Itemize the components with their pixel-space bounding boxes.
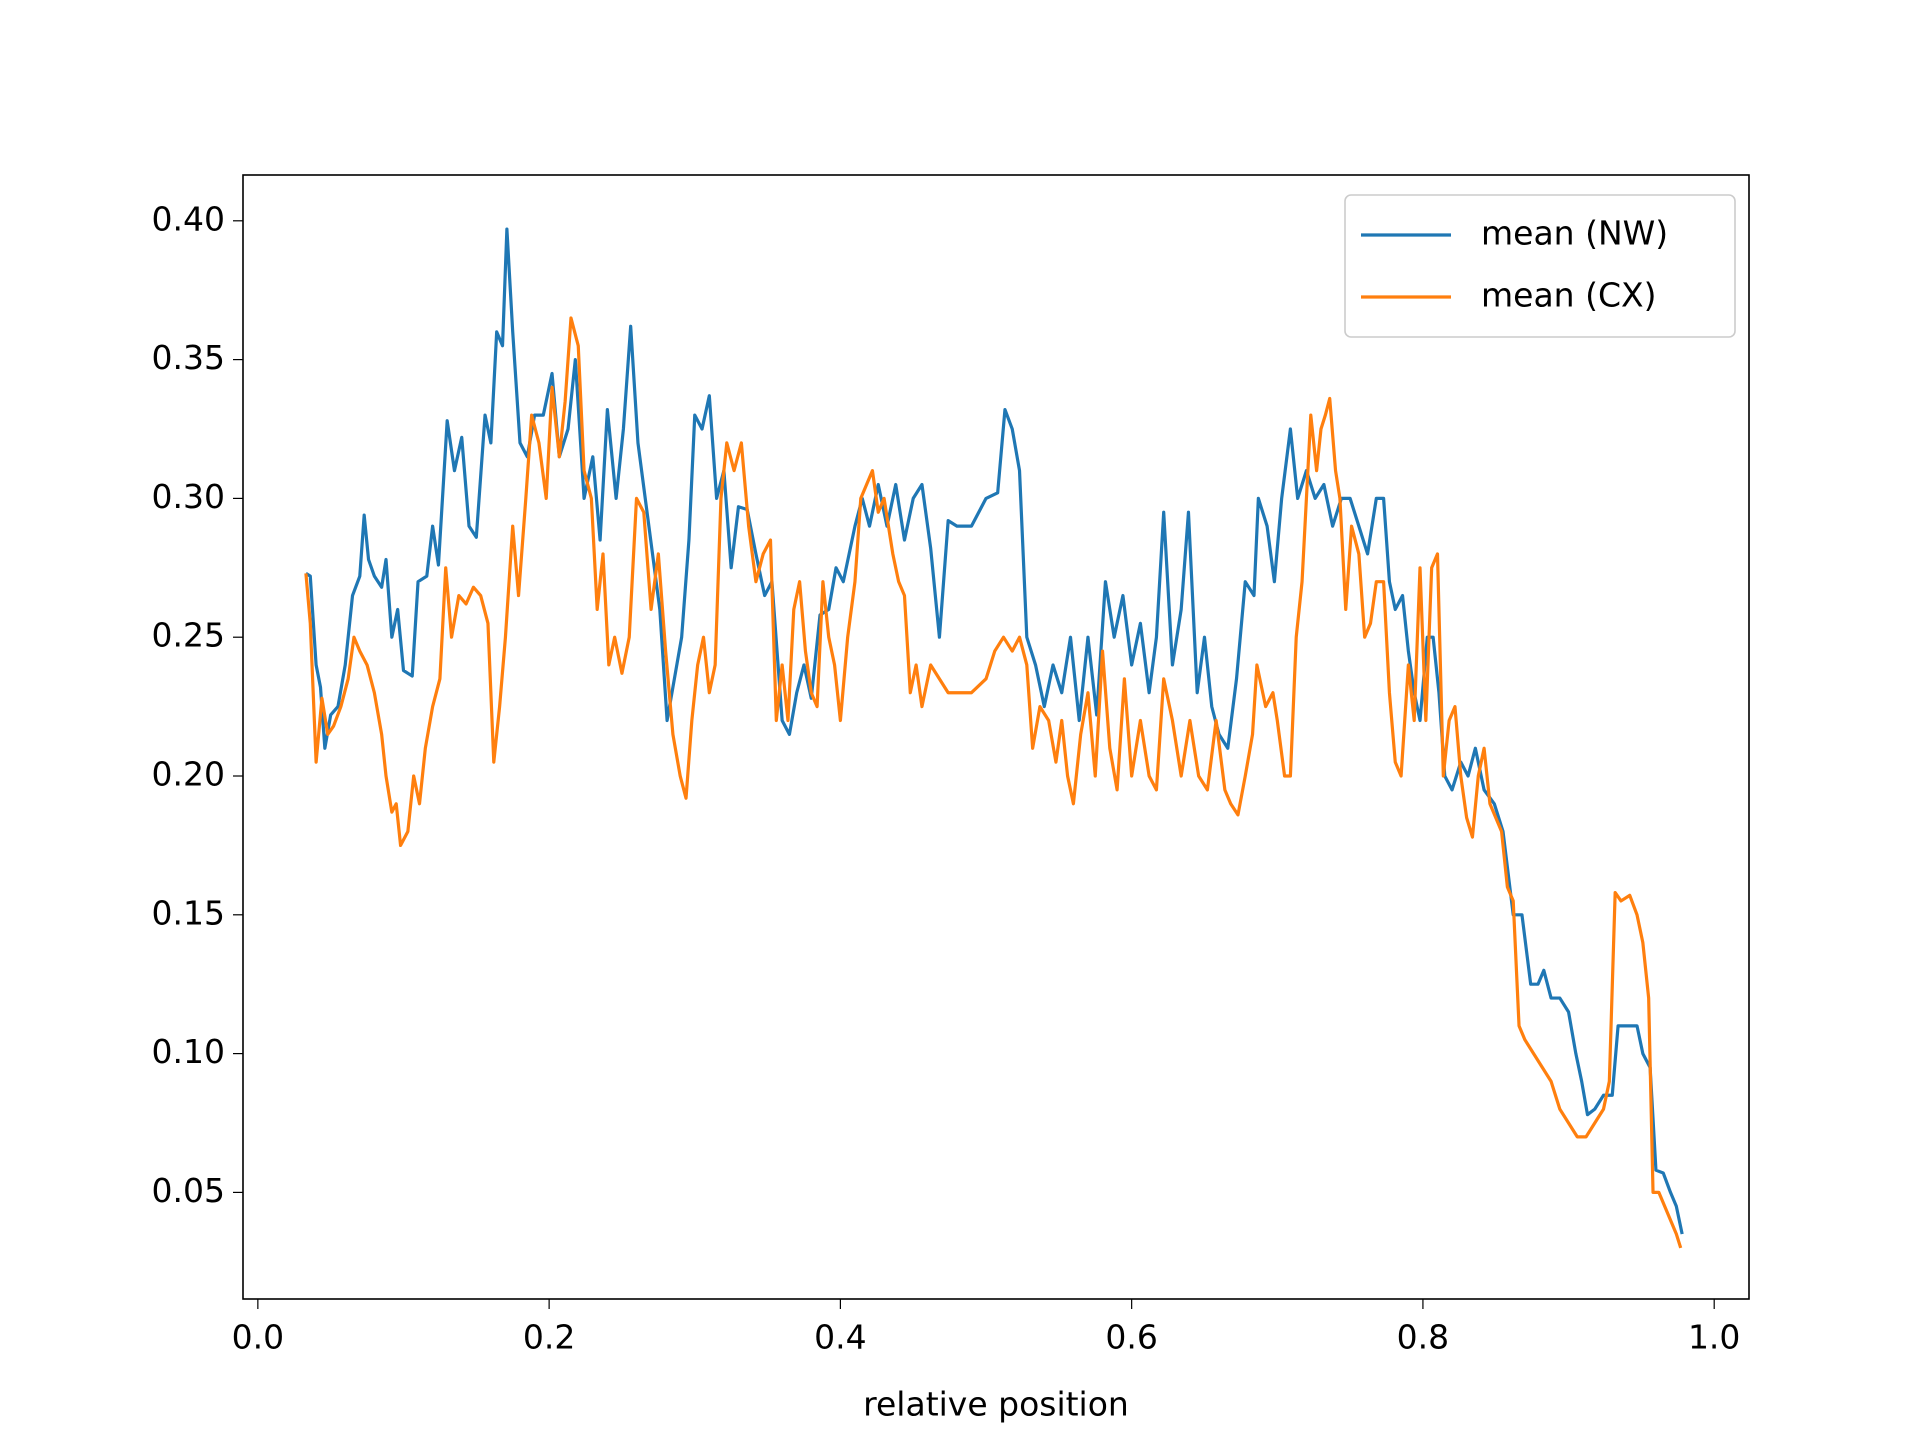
x-tick-label: 0.4 [814,1318,866,1357]
x-tick-label: 0.8 [1397,1318,1449,1357]
x-tick-label: 0.6 [1105,1318,1157,1357]
y-tick-label: 0.20 [152,755,225,794]
series-line [305,227,1684,1235]
x-tick-label: 0.0 [232,1318,284,1357]
y-tick-label: 0.10 [152,1032,225,1071]
series-line [304,316,1683,1249]
x-tick-label: 1.0 [1688,1318,1740,1357]
legend-label: mean (CX) [1481,276,1656,315]
legend-box [1344,194,1736,338]
y-tick-label: 0.15 [152,893,225,932]
plot-frame [242,174,1750,1300]
y-tick-label: 0.40 [152,199,225,238]
x-tick-label: 0.2 [523,1318,575,1357]
x-axis-label: relative position [863,1385,1129,1424]
y-tick-label: 0.25 [152,616,225,655]
y-tick-label: 0.35 [152,338,225,377]
legend-label: mean (NW) [1481,214,1668,253]
y-tick-label: 0.30 [152,477,225,516]
y-tick-label: 0.05 [152,1171,225,1210]
